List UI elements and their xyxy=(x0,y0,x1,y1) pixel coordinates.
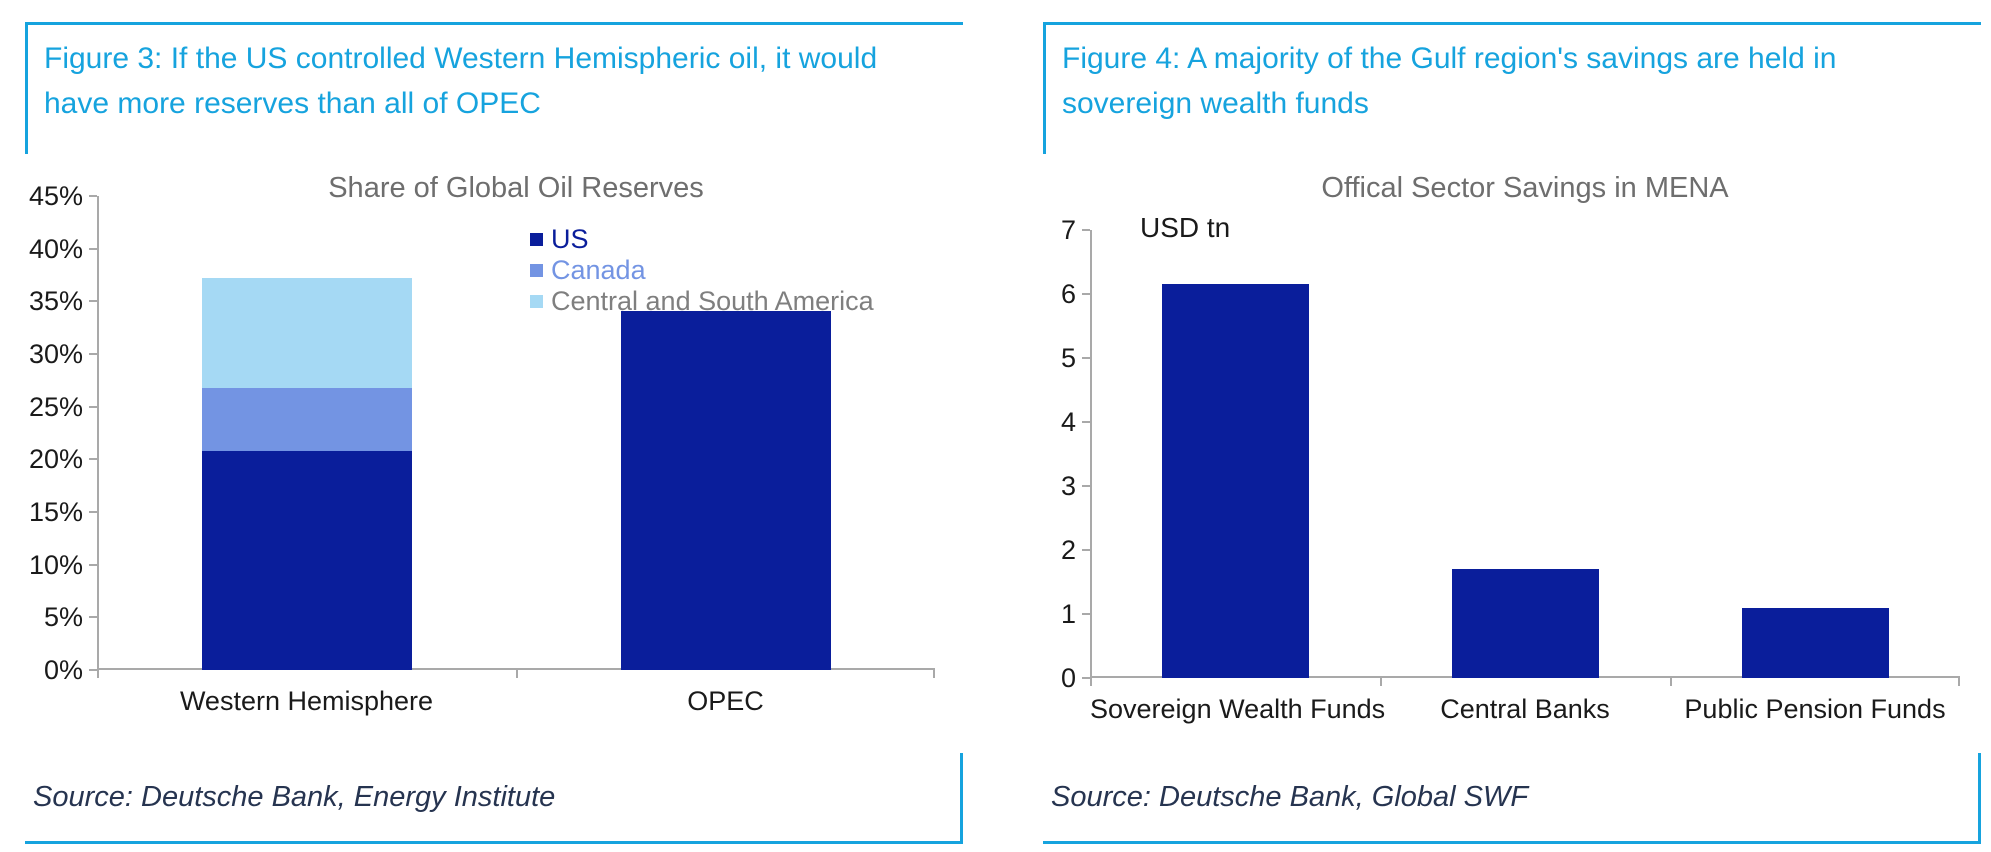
x-tick-mark xyxy=(1090,678,1092,686)
figure3-top-rule xyxy=(25,22,963,25)
y-tick-mark xyxy=(1082,357,1090,359)
y-tick-mark xyxy=(1082,293,1090,295)
x-label: Public Pension Funds xyxy=(1684,694,1946,724)
figure4-heading: Figure 4: A majority of the Gulf region'… xyxy=(1043,25,1962,154)
bar-Canada xyxy=(202,388,412,451)
bar-Sovereign Wealth Funds xyxy=(1162,284,1309,678)
figure3-chart-title: Share of Global Oil Reserves xyxy=(328,172,704,204)
figure4-chart: Offical Sector Savings in MENA USD tn 7 6… xyxy=(1043,130,1981,742)
y-tick-label: 20% xyxy=(28,444,83,474)
figure3-plot: 45% 40% 35% 30% 25% 20% 15% 10% 5% 0% Western Hemi… xyxy=(29,182,935,716)
figure4-source-text: Source: Deutsche Bank, Global SWF xyxy=(1051,780,1529,813)
x-tick-mark xyxy=(1958,678,1960,686)
figure4-source: Source: Deutsche Bank, Global SWF xyxy=(1043,753,1981,841)
bar-Public Pension Funds xyxy=(1742,608,1889,678)
y-tick-label: 6 xyxy=(1060,279,1076,309)
y-tick-mark xyxy=(1082,421,1090,423)
legend-item-Central and South America: Central and South America xyxy=(530,287,874,316)
y-tick-label: 1 xyxy=(1060,599,1076,629)
y-tick-mark xyxy=(89,669,97,671)
y-tick-label: 7 xyxy=(1060,215,1076,245)
figure3-heading-text: Figure 3: If the US controlled Western H… xyxy=(44,42,878,120)
bar-US xyxy=(621,311,831,670)
y-tick-label: 5% xyxy=(43,602,83,632)
y-tick-mark xyxy=(1082,485,1090,487)
legend-label: Canada xyxy=(551,255,646,285)
y-tick-label: 25% xyxy=(28,392,83,422)
x-tick-mark xyxy=(516,670,518,678)
bar-Central and South America xyxy=(202,278,412,388)
y-tick-mark xyxy=(89,195,97,197)
y-tick-mark xyxy=(89,616,97,618)
x-tick-mark xyxy=(1670,678,1672,686)
y-tick-label: 0 xyxy=(1060,663,1076,693)
bar-Central Banks xyxy=(1452,569,1599,678)
legend-label: Central and South America xyxy=(551,286,874,316)
figure3-legend: US Canada Central and South America xyxy=(530,225,874,316)
figure3-source-text: Source: Deutsche Bank, Energy Institute xyxy=(33,780,556,813)
x-label: Western Hemisphere xyxy=(179,686,434,716)
legend-swatch-icon xyxy=(530,295,543,308)
figure3-heading: Figure 3: If the US controlled Western H… xyxy=(25,25,944,154)
y-tick-mark xyxy=(1082,613,1090,615)
y-tick-mark xyxy=(89,300,97,302)
legend-item-US: US xyxy=(530,225,874,254)
x-tick-mark xyxy=(97,670,99,678)
figure4-bottom-rule xyxy=(1043,841,1981,844)
x-tick-mark xyxy=(1380,678,1382,686)
figure3-source: Source: Deutsche Bank, Energy Institute xyxy=(25,753,963,841)
figure3-x-axis xyxy=(97,668,935,670)
figure4-panel: Figure 4: A majority of the Gulf region'… xyxy=(1043,22,1981,844)
y-tick-label: 45% xyxy=(28,181,83,211)
x-label: Central Banks xyxy=(1440,694,1610,724)
legend-swatch-icon xyxy=(530,264,543,277)
figure3-panel: Figure 3: If the US controlled Western H… xyxy=(25,22,963,844)
y-tick-label: 4 xyxy=(1060,407,1076,437)
figure3-chart: Share of Global Oil Reserves US Canada Cen… xyxy=(25,130,963,742)
figure3-bottom-rule xyxy=(25,841,963,844)
y-tick-mark xyxy=(89,353,97,355)
y-tick-label: 30% xyxy=(28,339,83,369)
y-tick-mark xyxy=(89,564,97,566)
y-tick-label: 0% xyxy=(43,655,83,685)
y-tick-label: 2 xyxy=(1060,535,1076,565)
x-label: OPEC xyxy=(687,686,764,716)
y-tick-label: 3 xyxy=(1060,471,1076,501)
bar-US xyxy=(202,451,412,670)
figure4-unit-label: USD tn xyxy=(1140,212,1231,243)
y-tick-mark xyxy=(1082,677,1090,679)
y-tick-label: 35% xyxy=(28,286,83,316)
y-tick-label: 10% xyxy=(28,550,83,580)
legend-label: US xyxy=(551,224,589,254)
figure3-y-axis xyxy=(97,196,99,670)
y-tick-mark xyxy=(89,406,97,408)
y-tick-mark xyxy=(1082,549,1090,551)
figure4-plot: 7 6 5 4 3 2 1 0 Sovereign Wealth Funds Central Ba… xyxy=(1061,216,1960,724)
y-tick-label: 15% xyxy=(28,497,83,527)
y-tick-mark xyxy=(1082,229,1090,231)
legend-item-Canada: Canada xyxy=(530,256,874,285)
y-tick-mark xyxy=(89,511,97,513)
y-tick-mark xyxy=(89,248,97,250)
figure4-heading-text: Figure 4: A majority of the Gulf region'… xyxy=(1062,42,1837,120)
legend-swatch-icon xyxy=(530,233,543,246)
figure4-top-rule xyxy=(1043,22,1981,25)
x-label: Sovereign Wealth Funds xyxy=(1090,694,1386,724)
figure4-y-axis xyxy=(1090,230,1092,678)
x-tick-mark xyxy=(933,670,935,678)
y-tick-mark xyxy=(89,458,97,460)
figure4-chart-title: Offical Sector Savings in MENA xyxy=(1321,172,1729,204)
y-tick-label: 40% xyxy=(28,234,83,264)
y-tick-label: 5 xyxy=(1060,343,1076,373)
